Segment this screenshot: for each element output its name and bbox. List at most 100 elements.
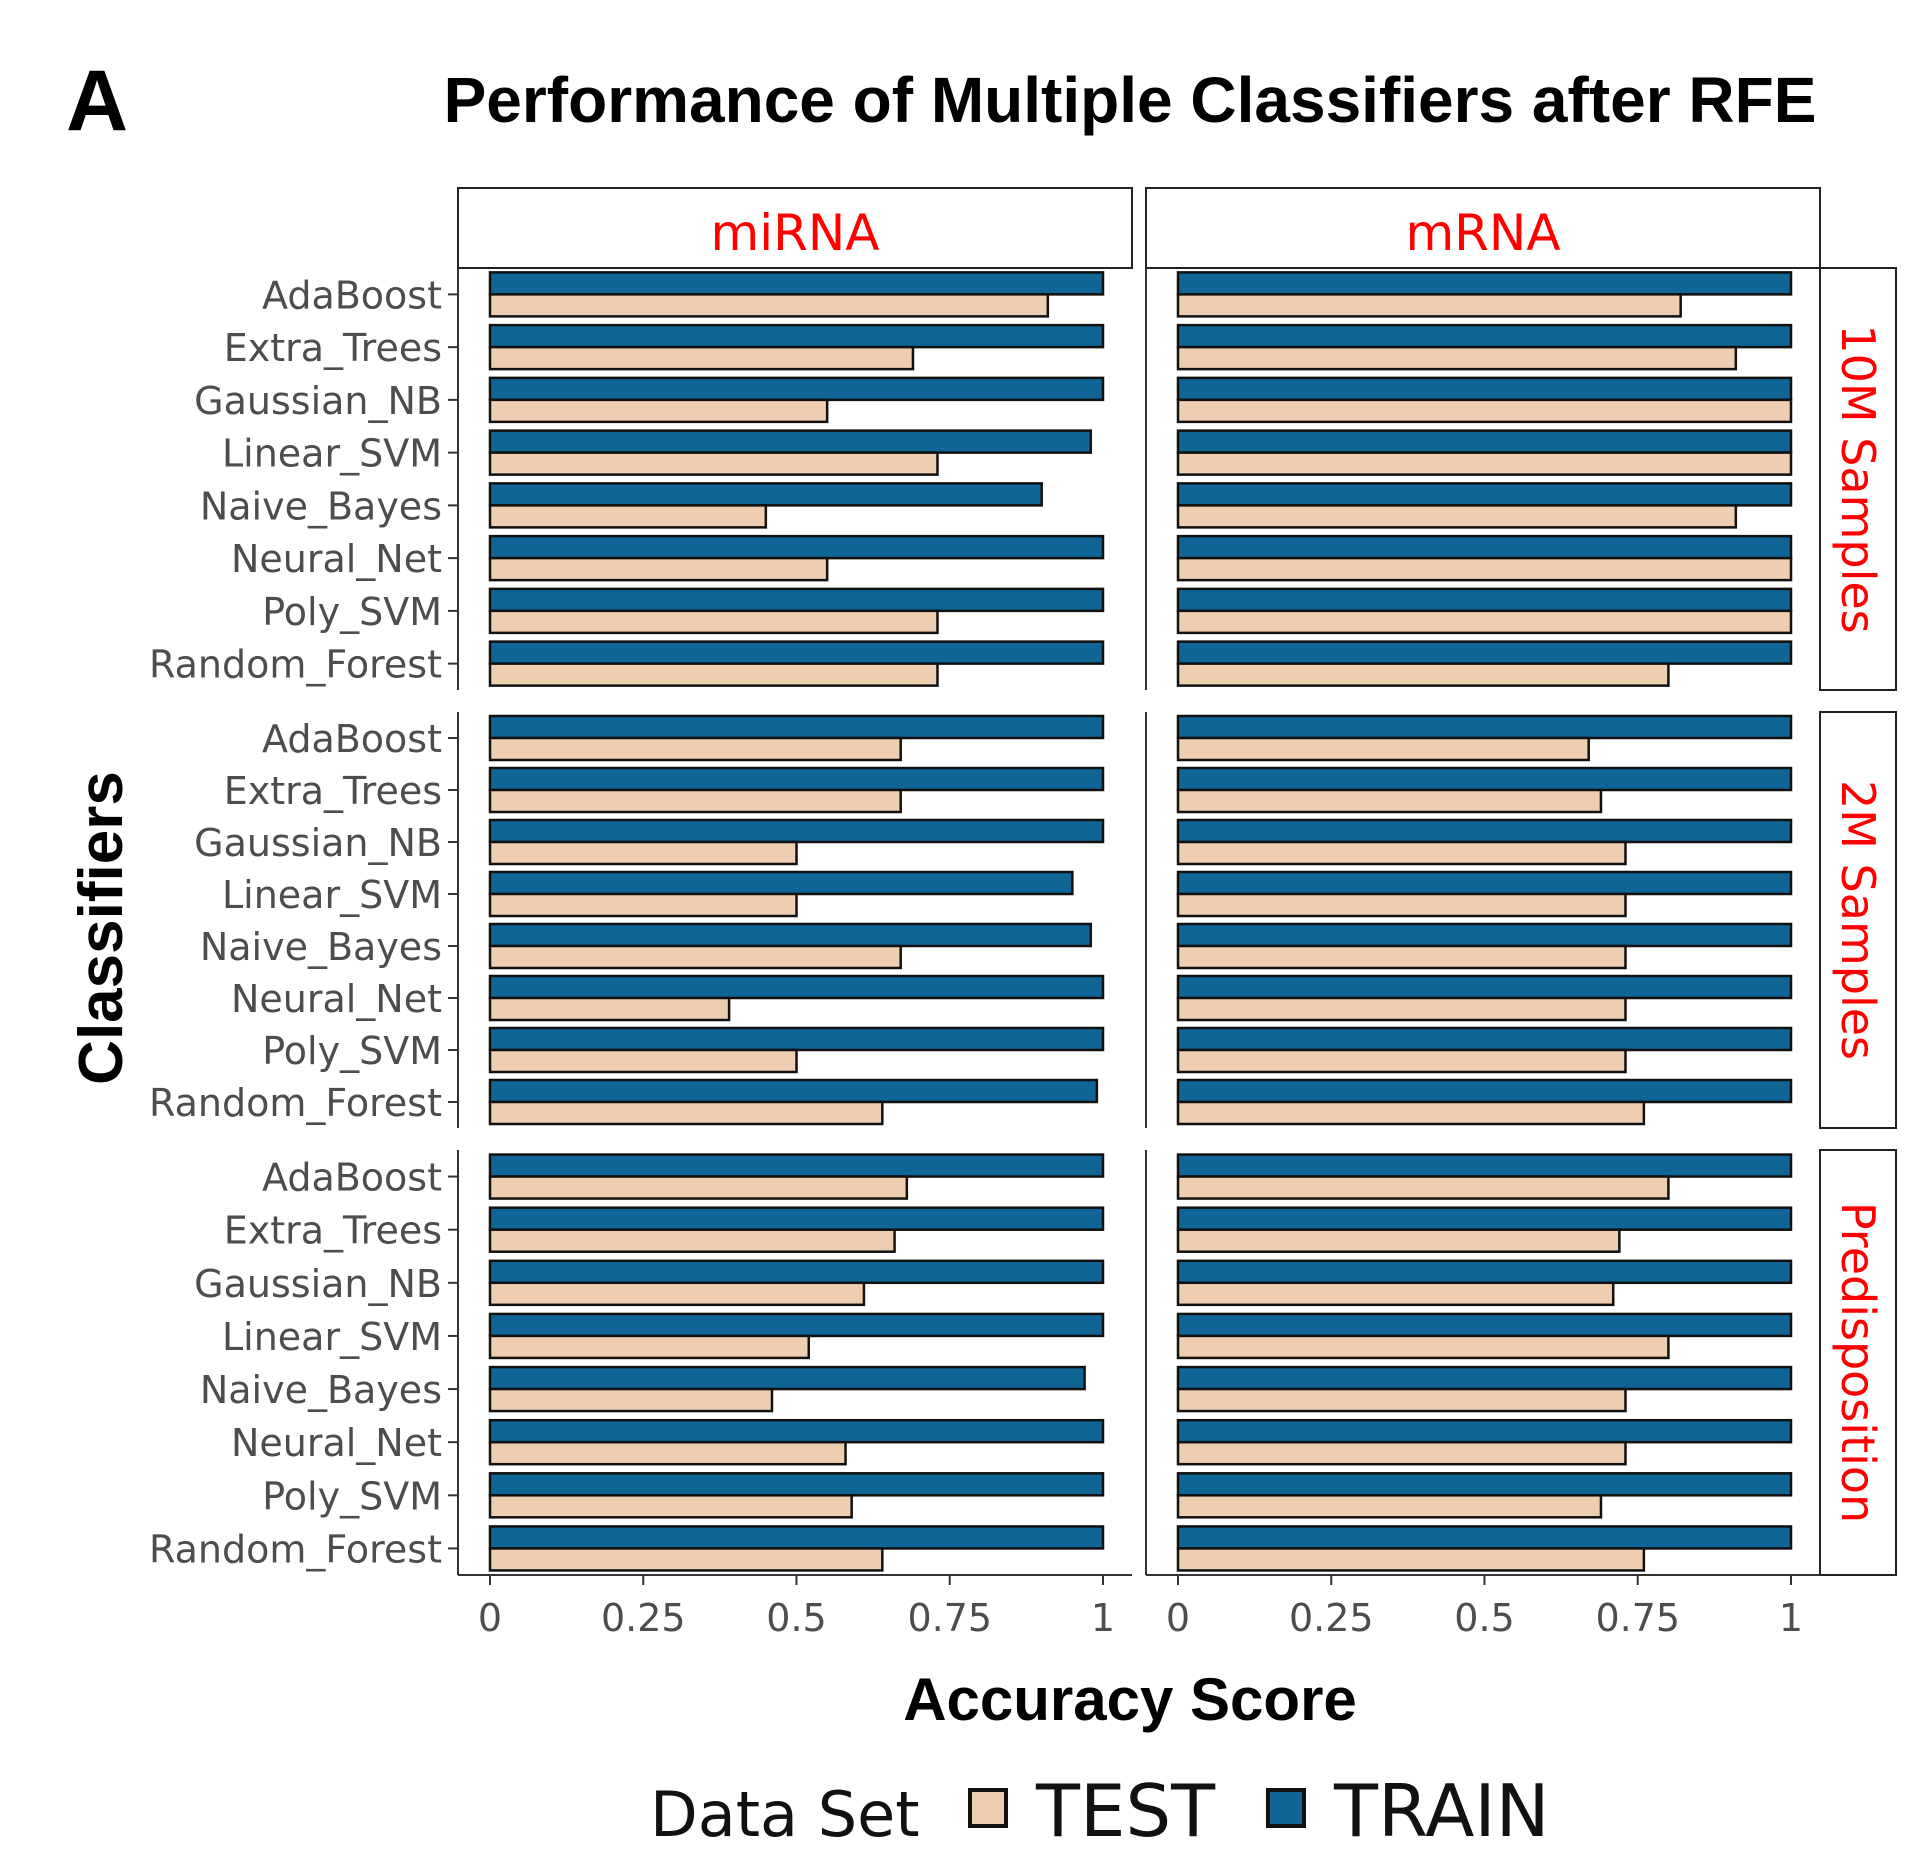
bar-train <box>1176 1525 1793 1550</box>
row-strip <box>1819 267 1897 691</box>
bar-test <box>488 1547 884 1572</box>
bar-train <box>488 1365 1086 1391</box>
bar-train <box>488 1153 1105 1178</box>
bar-test <box>488 398 829 424</box>
bar-train <box>1176 482 1793 507</box>
bar-train <box>1176 1312 1793 1338</box>
bar-test <box>1176 1334 1670 1360</box>
bar-train <box>1176 714 1793 740</box>
bar-test <box>1176 398 1793 424</box>
bar-train <box>488 376 1105 402</box>
y-tick-label: Gaussian_NB <box>194 1262 442 1306</box>
bar-test <box>1176 293 1682 318</box>
bar-train <box>488 482 1043 507</box>
row-strip <box>1819 711 1897 1129</box>
y-tick-label: AdaBoost <box>262 717 442 761</box>
bar-train <box>488 1472 1105 1497</box>
bar-test <box>488 504 768 529</box>
legend-swatch-train <box>1266 1788 1306 1828</box>
legend: Data Set TEST TRAIN <box>650 1769 1549 1853</box>
row-strip-label: 2M Samples <box>1831 780 1885 1060</box>
chart-title: Performance of Multiple Classifiers afte… <box>444 64 1817 136</box>
x-tick-label: 1 <box>1091 1596 1115 1640</box>
row-strip-label: Predisposition <box>1831 1202 1885 1523</box>
bar-test <box>488 736 902 762</box>
legend-title: Data Set <box>650 1778 920 1851</box>
bar-test <box>1176 1100 1646 1126</box>
y-tick-label: Naive_Bayes <box>200 925 442 969</box>
bar-train <box>1176 870 1793 896</box>
bar-test <box>488 788 902 814</box>
bar-test <box>488 1281 866 1307</box>
y-tick-label: Extra_Trees <box>224 769 442 813</box>
bar-test <box>488 996 731 1022</box>
bar-test <box>1176 1175 1670 1200</box>
legend-label-train: TRAIN <box>1333 1769 1549 1853</box>
bar-train <box>1176 323 1793 349</box>
y-axis-title: Classifiers <box>67 771 136 1085</box>
bar-test <box>1176 609 1793 635</box>
facet-grid: miRNA mRNA 10M Samples 2M Samples Predisposi… <box>149 187 1897 1640</box>
y-tick-label: Linear_SVM <box>222 873 442 917</box>
row-strip <box>1819 1149 1897 1576</box>
bar-train <box>488 1026 1105 1052</box>
y-tick-label: Naive_Bayes <box>200 1368 442 1412</box>
bar-train <box>488 1312 1105 1338</box>
y-tick-label: Random_Forest <box>149 1081 442 1125</box>
bar-test <box>488 609 939 635</box>
x-tick-label: 0.25 <box>1289 1596 1374 1640</box>
y-tick-label: Gaussian_NB <box>194 379 442 423</box>
bar-train <box>1176 922 1793 948</box>
bar-train <box>488 922 1092 948</box>
bar-test <box>1176 1494 1603 1519</box>
bar-test <box>488 1387 774 1413</box>
bar-train <box>1176 1153 1793 1178</box>
legend-label-test: TEST <box>1035 1769 1216 1853</box>
y-tick-label: Linear_SVM <box>222 1315 442 1359</box>
x-tick-label: 0.25 <box>601 1596 686 1640</box>
bar-test <box>488 1228 896 1253</box>
bar-test <box>488 1175 909 1200</box>
bar-test <box>1176 1440 1627 1466</box>
bar-train <box>488 974 1105 1000</box>
y-tick-label: Poly_SVM <box>262 590 442 634</box>
bar-train <box>1176 587 1793 613</box>
column-strip-label: miRNA <box>711 204 880 262</box>
y-tick-label: Neural_Net <box>231 537 442 581</box>
y-tick-label: Random_Forest <box>149 1527 442 1571</box>
bar-train <box>1176 1259 1793 1285</box>
x-tick-label: 0 <box>478 1596 502 1640</box>
bar-train <box>488 714 1105 740</box>
bar-train <box>488 1418 1105 1444</box>
bar-train <box>488 870 1074 896</box>
bar-train <box>488 534 1105 560</box>
bar-test <box>1176 840 1627 866</box>
bar-test <box>488 1334 811 1360</box>
bar-train <box>1176 376 1793 402</box>
bar-test <box>488 293 1050 318</box>
bar-test <box>488 662 939 687</box>
bar-train <box>1176 1418 1793 1444</box>
bar-test <box>1176 345 1738 371</box>
bar-test <box>1176 892 1627 918</box>
bar-test <box>1176 736 1590 762</box>
bar-train <box>1176 1026 1793 1052</box>
y-tick-label: Extra_Trees <box>224 326 442 370</box>
bar-test <box>1176 788 1603 814</box>
y-tick-label: Gaussian_NB <box>194 821 442 865</box>
bar-train <box>488 1078 1099 1104</box>
y-tick-label: AdaBoost <box>262 1156 442 1200</box>
y-tick-label: Neural_Net <box>231 1421 442 1465</box>
x-tick-label: 0.75 <box>907 1596 992 1640</box>
bar-train <box>488 640 1105 665</box>
y-tick-label: Poly_SVM <box>262 1474 442 1518</box>
bar-test <box>1176 556 1793 582</box>
bar-train <box>1176 818 1793 844</box>
bar-train <box>488 271 1105 296</box>
panel-label: A <box>66 53 128 149</box>
bar-train <box>488 587 1105 613</box>
bar-train <box>1176 974 1793 1000</box>
bar-train <box>1176 534 1793 560</box>
column-strip <box>457 187 1133 269</box>
y-tick-label: Neural_Net <box>231 977 442 1021</box>
